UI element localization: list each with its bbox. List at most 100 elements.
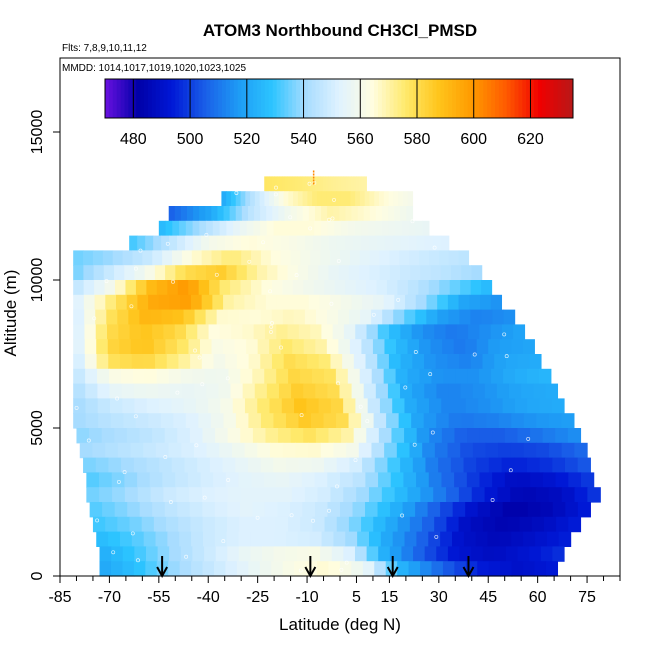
heatmap-cell bbox=[419, 339, 432, 355]
heatmap-cell bbox=[379, 250, 391, 266]
heatmap-cell bbox=[276, 368, 289, 385]
heatmap-cell bbox=[536, 413, 550, 429]
sample-point bbox=[234, 191, 239, 195]
heatmap-cell bbox=[248, 561, 261, 577]
heatmap-cell bbox=[339, 561, 352, 577]
heatmap-cell bbox=[282, 176, 286, 192]
colorbar-segment bbox=[565, 79, 570, 118]
heatmap-cell bbox=[124, 265, 136, 281]
heatmap-cell bbox=[338, 265, 350, 281]
heatmap-cell bbox=[361, 176, 365, 192]
colorbar-segment bbox=[124, 79, 129, 118]
heatmap-cell bbox=[118, 324, 131, 340]
heatmap-cell bbox=[262, 531, 275, 547]
dates-label: MMDD: 1014,1017,1019,1020,1023,1025 bbox=[62, 63, 246, 74]
heatmap-cell bbox=[324, 516, 338, 533]
heatmap-cell bbox=[85, 383, 98, 399]
heatmap-cell bbox=[306, 398, 320, 414]
heatmap-cell bbox=[271, 354, 285, 370]
heatmap-cell bbox=[316, 191, 323, 207]
heatmap-cell bbox=[503, 309, 516, 325]
y-tick-label: 10000 bbox=[29, 258, 46, 303]
heatmap-cell bbox=[477, 561, 490, 577]
heatmap-cell bbox=[201, 487, 216, 503]
sample-point bbox=[307, 181, 312, 186]
heatmap-cell bbox=[333, 531, 346, 547]
heatmap-cell bbox=[334, 280, 346, 296]
heatmap-cell bbox=[307, 176, 311, 192]
colorbar-segment bbox=[502, 79, 508, 118]
heatmap-cell bbox=[276, 324, 289, 340]
heatmap-cell bbox=[368, 220, 376, 237]
colorbar-segment bbox=[420, 79, 426, 118]
heatmap-cell bbox=[102, 250, 114, 266]
sample-point bbox=[95, 518, 100, 523]
sample-point bbox=[430, 430, 435, 435]
heatmap-cell bbox=[232, 398, 246, 414]
heatmap-cell bbox=[400, 354, 413, 370]
colorbar-segment bbox=[436, 79, 441, 118]
heatmap-cell bbox=[487, 531, 501, 547]
heatmap-cell bbox=[430, 339, 443, 355]
heatmap-cell bbox=[249, 235, 258, 251]
sample-point bbox=[327, 217, 331, 222]
heatmap-cell bbox=[144, 368, 158, 385]
heatmap-cell bbox=[330, 398, 344, 414]
heatmap-cell bbox=[328, 235, 338, 251]
heatmap-cell bbox=[333, 442, 347, 459]
heatmap-cell bbox=[177, 280, 189, 296]
heatmap-cell bbox=[490, 294, 503, 311]
heatmap-cell bbox=[490, 398, 504, 414]
heatmap-cell bbox=[404, 428, 418, 444]
heatmap-cell bbox=[455, 368, 468, 385]
heatmap-cell bbox=[195, 398, 209, 414]
heatmap-cell bbox=[157, 383, 171, 399]
heatmap-cell bbox=[110, 561, 124, 577]
colorbar-tick-label: 500 bbox=[177, 131, 204, 148]
heatmap-cell bbox=[422, 324, 435, 340]
heatmap-cell bbox=[270, 442, 284, 459]
x-tick-label: -85 bbox=[48, 589, 71, 606]
heatmap-cell bbox=[473, 413, 487, 429]
heatmap-cell bbox=[330, 250, 341, 266]
heatmap-cell bbox=[362, 457, 376, 473]
colorbar-segment bbox=[350, 79, 356, 118]
sample-point bbox=[432, 245, 437, 250]
heatmap-cell bbox=[275, 516, 289, 533]
heatmap-cell bbox=[397, 516, 411, 533]
sample-point bbox=[400, 513, 405, 518]
sample-point bbox=[336, 259, 341, 263]
heatmap-cell bbox=[233, 235, 242, 251]
sample-point bbox=[197, 355, 202, 360]
heatmap-cell bbox=[341, 220, 349, 237]
heatmap-cell bbox=[298, 413, 312, 429]
sample-point bbox=[200, 382, 205, 387]
heatmap-cell bbox=[530, 428, 544, 444]
heatmap-cell bbox=[192, 220, 200, 237]
heatmap-cell bbox=[176, 339, 190, 355]
heatmap-cell bbox=[293, 309, 306, 325]
heatmap-cell bbox=[272, 235, 282, 251]
heatmap-cell bbox=[420, 487, 434, 503]
heatmap-cell bbox=[303, 383, 316, 399]
heatmap-cell bbox=[434, 324, 447, 340]
heatmap-cell bbox=[145, 561, 158, 577]
heatmap-cell bbox=[424, 235, 434, 251]
heatmap-cell bbox=[132, 250, 143, 266]
heatmap-cell bbox=[271, 176, 276, 192]
heatmap-cell bbox=[304, 309, 317, 325]
x-tick-label: 75 bbox=[578, 589, 596, 606]
heatmap-cell bbox=[238, 309, 251, 325]
heatmap-cell bbox=[263, 472, 278, 488]
heatmap-cell bbox=[478, 398, 491, 414]
heatmap-cell bbox=[359, 368, 373, 385]
heatmap-cell bbox=[122, 250, 134, 266]
heatmap-cell bbox=[206, 383, 220, 399]
heatmap-cell bbox=[345, 206, 353, 222]
heatmap-cell bbox=[438, 457, 452, 473]
sample-point bbox=[413, 350, 418, 354]
heatmap-cell bbox=[249, 309, 262, 325]
x-tick-label: 5 bbox=[352, 589, 361, 606]
heatmap-cell bbox=[255, 294, 267, 311]
heatmap-cell bbox=[215, 428, 229, 444]
